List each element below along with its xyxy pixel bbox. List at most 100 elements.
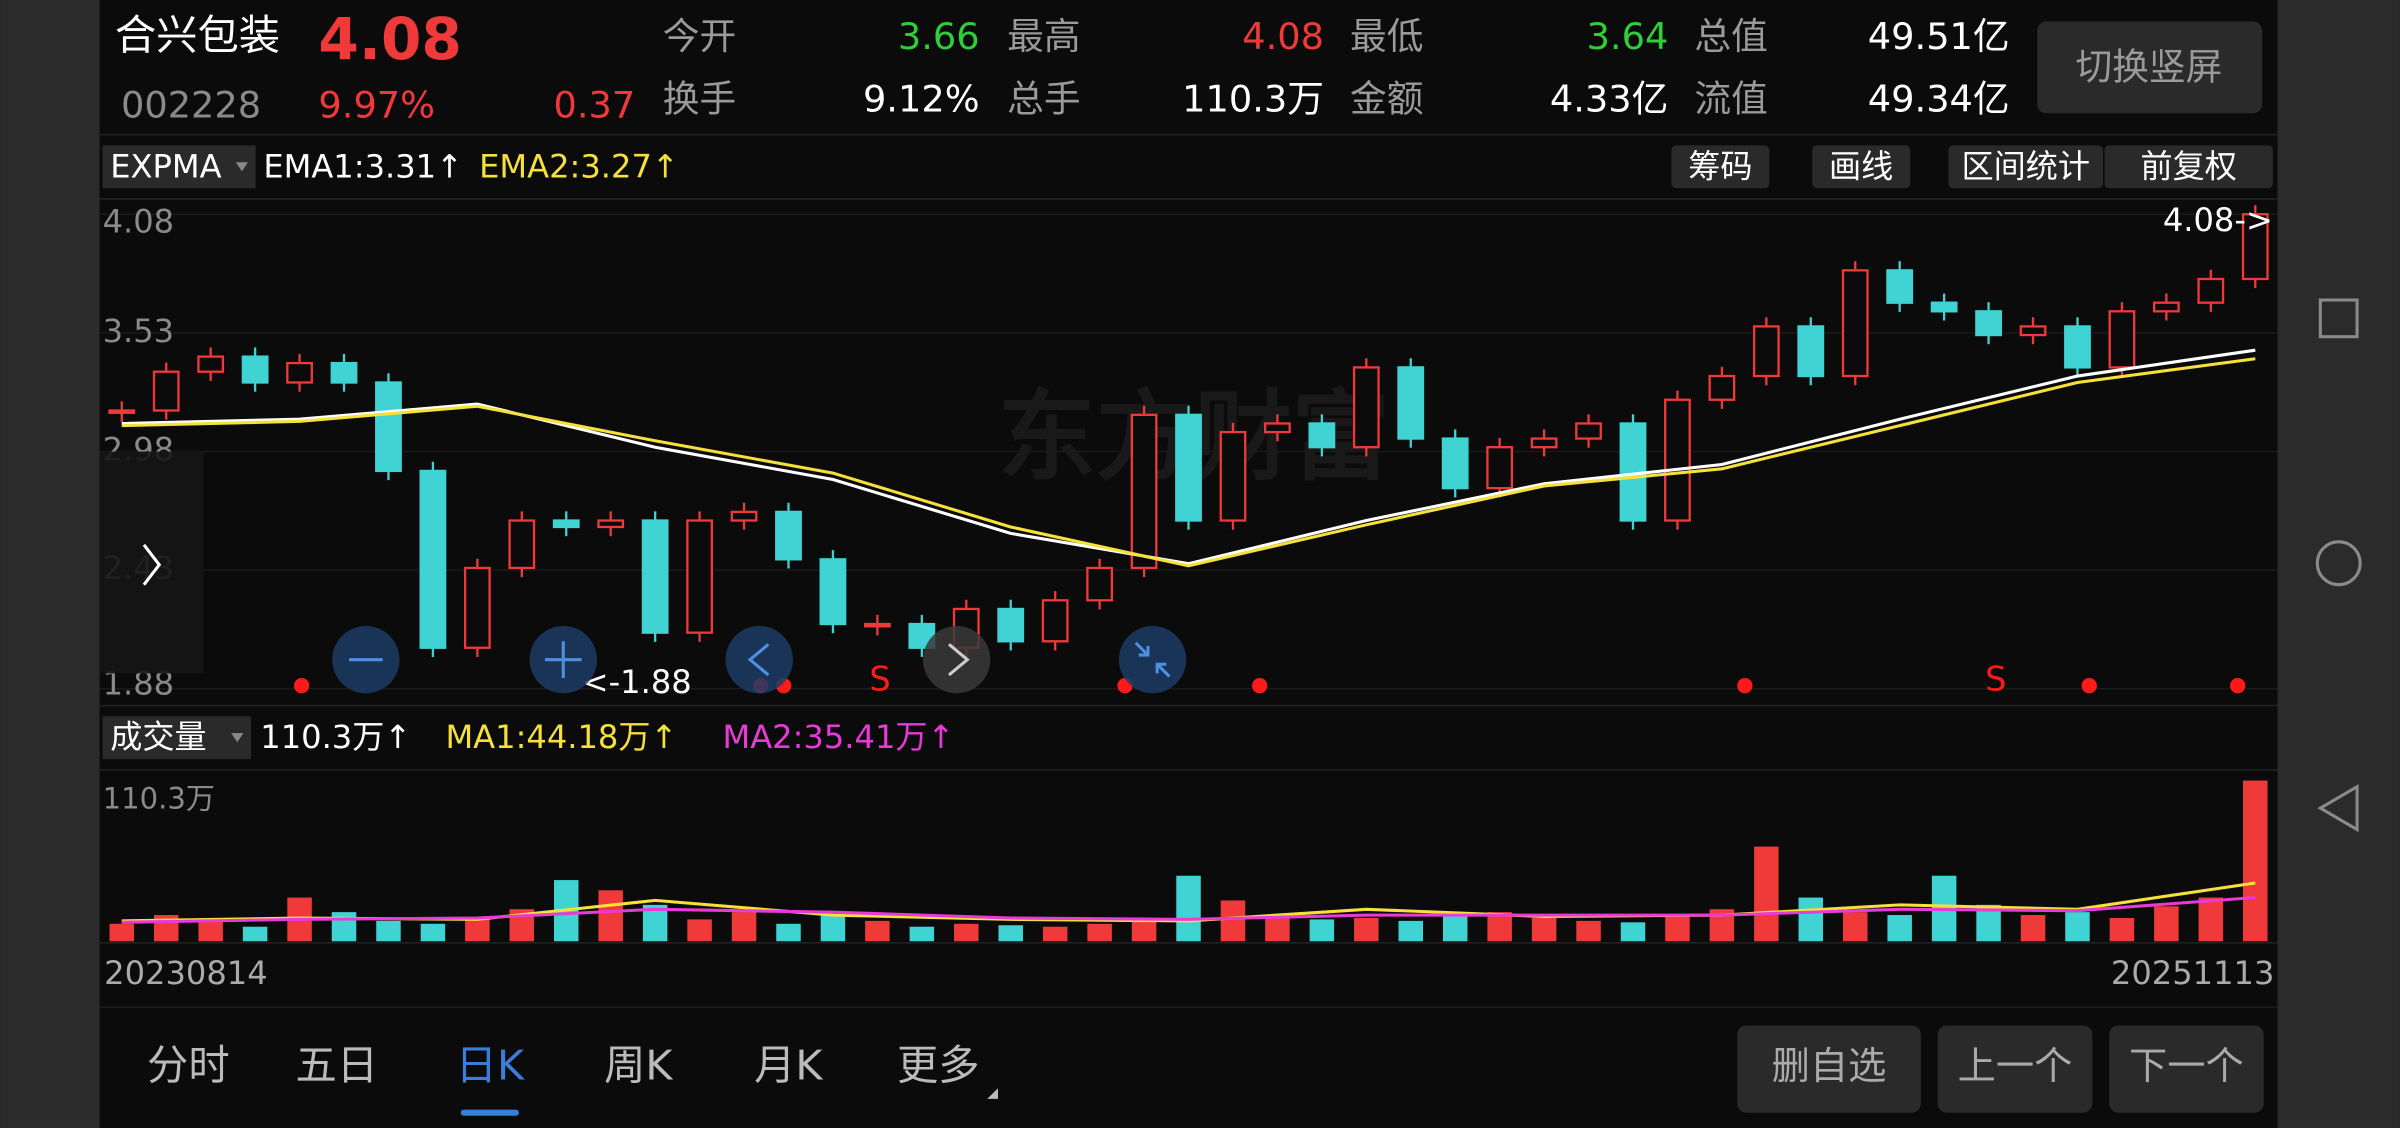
candle-body: [1130, 413, 1158, 570]
candle-body: [419, 469, 447, 649]
volume-bar: [865, 920, 890, 942]
volume-bar: [1798, 897, 1824, 942]
volume-bar: [776, 923, 801, 942]
candle-body: [686, 519, 713, 634]
volume-bar: [2109, 917, 2135, 942]
nav-recent[interactable]: [2318, 298, 2359, 339]
y-tick-label: 3.53: [103, 312, 175, 350]
side-expand-icon: [142, 543, 162, 586]
stat-value: 49.51亿: [1868, 15, 2010, 58]
candle-body: [1264, 422, 1291, 434]
volume-top-label: 110.3万: [103, 781, 215, 815]
action-button-label: 下一个: [2129, 1044, 2244, 1089]
dropdown-arrow: [231, 733, 244, 743]
ema2-line: [121, 357, 2256, 568]
tab[interactable]: 周K: [604, 1041, 673, 1089]
tool-button-label: 筹码: [1688, 147, 1752, 185]
candle-body: [552, 519, 580, 529]
volume-bar: [1220, 900, 1246, 942]
zoom-control-icon: [948, 643, 970, 677]
candle-body: [1886, 269, 1914, 304]
action-button[interactable]: [1737, 1025, 1921, 1113]
volume-bar: [1131, 920, 1157, 942]
volume-bar: [1176, 875, 1201, 942]
candle-body: [330, 361, 358, 384]
candle-body: [1397, 366, 1425, 440]
stat-value: 9.12%: [863, 78, 980, 121]
tool-button[interactable]: [2104, 145, 2273, 189]
nav-bar: [2277, 0, 2400, 1128]
zoom-control-icon: [544, 641, 582, 679]
tool-button-label: 前复权: [2141, 147, 2237, 185]
tool-button[interactable]: [1812, 145, 1911, 189]
nav-home[interactable]: [2315, 540, 2362, 587]
volume-bar: [1487, 912, 1512, 942]
tab[interactable]: 月K: [754, 1041, 823, 1089]
tab[interactable]: 分时: [147, 1041, 230, 1089]
rotate-button-label: 切换竖屏: [2075, 45, 2222, 88]
end-date: 20251113: [2111, 954, 2275, 992]
signal-dot: [1737, 678, 1753, 694]
tab[interactable]: 五日: [295, 1041, 378, 1089]
stat-label: 最高: [1007, 15, 1080, 58]
candle-body: [1219, 430, 1247, 522]
stat-label: 最低: [1350, 15, 1423, 58]
volume-bar: [198, 920, 223, 942]
candle-body: [1752, 325, 1780, 378]
volume-bar: [687, 919, 712, 942]
stat-label: 流值: [1694, 78, 1767, 121]
ema1-label: EMA1:3.31↑: [263, 147, 463, 185]
low-label: <-1.88: [582, 663, 692, 701]
volume-bar: [109, 923, 135, 942]
tool-button[interactable]: [1948, 145, 2104, 189]
volume-bar: [1620, 922, 1646, 942]
zoom-control[interactable]: [922, 625, 991, 694]
volume-bar: [1754, 846, 1779, 942]
candle-body: [286, 361, 313, 384]
y-tick-label: 4.08: [103, 202, 175, 240]
zoom-control[interactable]: [1118, 625, 1187, 694]
tool-button[interactable]: [1671, 145, 1770, 189]
candle-body: [1041, 599, 1069, 643]
stat-label: 总值: [1694, 15, 1767, 58]
ema2-label: EMA2:3.27↑: [479, 147, 679, 185]
volume-ma1-label: MA1:44.18万↑: [445, 718, 677, 756]
side-expand[interactable]: [99, 451, 204, 674]
volume-bar: [998, 925, 1023, 942]
volume-bar: [598, 890, 623, 942]
rotate-button[interactable]: [2037, 21, 2263, 114]
stat-value: 4.33亿: [1550, 78, 1668, 121]
zoom-control-icon: [747, 643, 770, 677]
volume-bar: [420, 923, 446, 942]
candle-body: [1175, 413, 1202, 522]
volume-selector[interactable]: [102, 716, 252, 760]
indicator-selector[interactable]: [102, 145, 256, 189]
stat-value: 4.08: [1242, 15, 1324, 58]
volume-bar: [954, 923, 979, 942]
stat-label: 换手: [663, 78, 736, 121]
action-button[interactable]: [2109, 1025, 2264, 1113]
dropdown-arrow: [235, 162, 249, 172]
volume-bar: [1309, 919, 1335, 942]
tool-button-label: 区间统计: [1961, 147, 2089, 185]
nav-back[interactable]: [2317, 784, 2359, 833]
stock-code: 002228: [121, 84, 261, 127]
candle-body: [1530, 437, 1558, 449]
signal-dot: [1252, 678, 1268, 694]
tab[interactable]: 更多: [897, 1041, 980, 1089]
candle-body: [2108, 310, 2136, 369]
zoom-control[interactable]: [725, 625, 793, 694]
signal-label: S: [869, 660, 890, 699]
indicator-selector-label: EXPMA: [110, 147, 221, 185]
action-button-label: 上一个: [1958, 1044, 2073, 1089]
tab[interactable]: 日K: [456, 1041, 525, 1089]
candle-body: [730, 510, 758, 522]
volume-bar: [1576, 920, 1601, 942]
volume-ma2-label: MA2:35.41万↑: [722, 718, 954, 756]
change-pct: 9.97%: [318, 84, 435, 127]
candle-body: [2019, 325, 2047, 337]
volume-bar: [331, 912, 357, 942]
action-button[interactable]: [1937, 1025, 2093, 1113]
signal-dot: [2230, 678, 2246, 694]
candle-body: [1841, 269, 1869, 378]
